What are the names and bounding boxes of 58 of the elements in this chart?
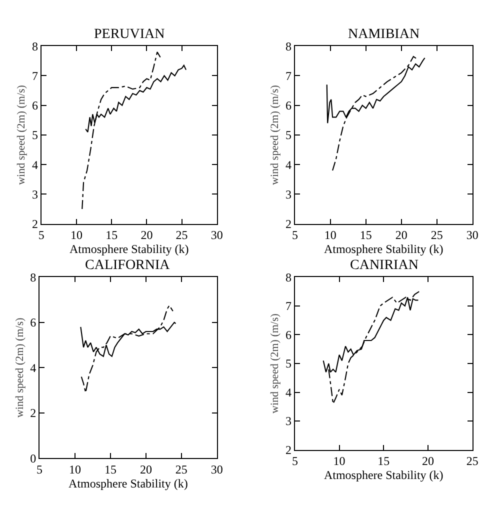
y-tick-label: 6 [32,98,38,113]
x-tick-label: 30 [210,462,223,477]
x-tick-label: 10 [333,454,346,468]
x-tick-label: 10 [69,462,82,477]
x-tick-label: 10 [70,228,83,242]
x-axis-title: Atmosphere Stability (k) [324,468,444,482]
y-tick-label: 4 [286,385,292,400]
y-tick-label: 0 [30,451,36,466]
y-axis-title: wind speed (2m) (m/s) [269,84,282,185]
x-tick-label: 30 [466,228,478,242]
y-tick-label: 2 [32,217,38,232]
x-axis-title: Atmosphere Stability (k) [324,242,444,256]
x-tick-label: 15 [360,228,372,242]
y-axis-title: wind speed (2m) (m/s) [14,317,26,418]
x-tick-label: 20 [140,228,153,242]
x-tick-label: 25 [175,462,188,477]
chart-title: NAMIBIAN [348,27,420,42]
x-tick-label: 15 [104,462,116,477]
y-tick-label: 4 [286,158,292,172]
y-tick-label: 7 [32,68,38,83]
x-tick-label: 25 [176,228,188,242]
y-tick-label: 8 [32,39,38,54]
y-tick-label: 7 [286,68,292,83]
y-axis-title: wind speed (2m) (m/s) [269,313,282,414]
x-tick-label: 20 [395,228,408,242]
y-tick-label: 3 [32,187,38,202]
y-tick-label: 6 [30,316,36,330]
y-tick-label: 5 [286,356,292,371]
y-tick-label: 8 [286,39,292,54]
y-tick-label: 6 [286,98,292,113]
chart-title: PERUVIAN [94,27,165,42]
x-tick-label: 15 [106,228,118,242]
chart-title: CANIRIAN [350,258,418,273]
x-tick-label: 25 [466,454,478,468]
y-axis-title: wind speed (2m) (m/s) [16,84,28,185]
y-tick-label: 3 [286,414,292,428]
x-axis-title: Atmosphere Stability (k) [70,242,189,256]
y-tick-label: 6 [286,328,292,342]
y-tick-label: 2 [286,217,292,232]
y-tick-label: 2 [30,406,36,420]
y-tick-label: 3 [286,187,292,202]
x-tick-label: 15 [378,454,390,468]
x-tick-label: 25 [430,228,443,242]
x-axis-title: Atmosphere Stability (k) [68,476,188,491]
y-tick-label: 4 [30,360,36,375]
x-tick-label: 10 [324,228,336,242]
chart-title: CALIFORNIA [85,258,171,273]
y-tick-label: 7 [286,299,292,314]
y-tick-label: 8 [286,270,292,284]
y-tick-label: 8 [30,270,36,284]
y-tick-label: 2 [286,443,292,458]
y-tick-label: 5 [286,128,292,142]
y-tick-label: 4 [32,158,38,172]
line-series [80,304,174,394]
x-tick-label: 20 [140,462,152,477]
x-tick-label: 20 [422,454,434,468]
y-tick-label: 5 [32,128,38,142]
x-tick-label: 30 [210,228,223,242]
